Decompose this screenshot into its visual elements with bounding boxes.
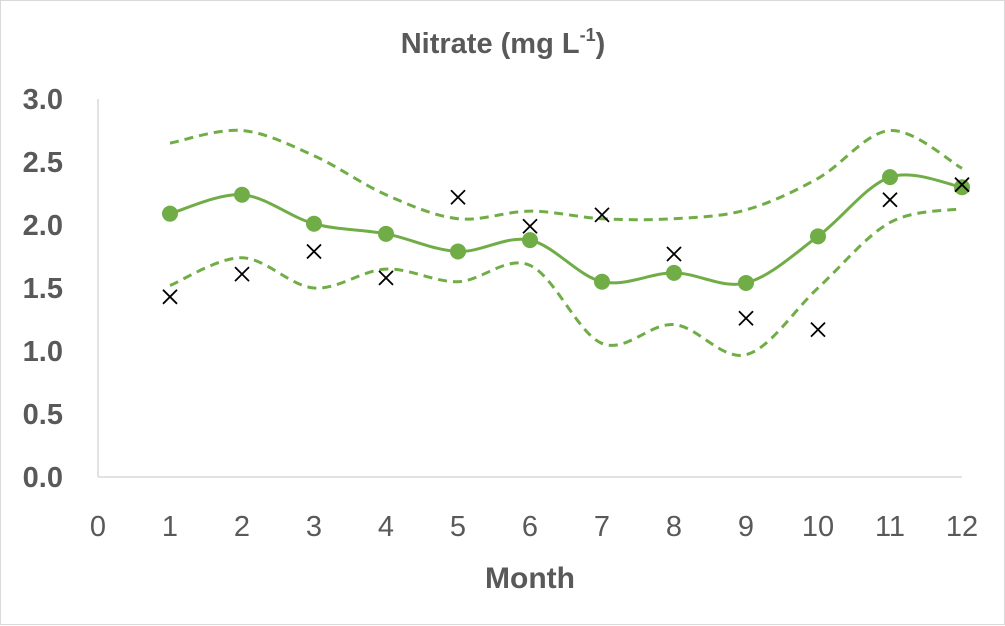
data-point [954, 179, 970, 196]
x-tick-label: 7 [594, 511, 610, 543]
data-point [522, 232, 538, 249]
observed-marker [738, 310, 754, 326]
data-point [666, 264, 682, 281]
data-point [882, 169, 898, 186]
observed-marker [666, 246, 682, 262]
observed-marker [306, 243, 322, 260]
chart-title-main: Nitrate (mg L [401, 28, 580, 60]
y-tick-label: 3.0 [23, 84, 63, 116]
y-tick-label: 1.5 [23, 273, 63, 305]
chart-title: Nitrate (mg L-1) [401, 25, 606, 60]
x-axis-ticks: 0 1 2 3 4 5 6 7 8 9 10 11 12 [90, 511, 978, 543]
data-point [594, 273, 610, 290]
chart-title-suffix: ) [596, 28, 606, 60]
x-tick-label: 4 [378, 511, 394, 543]
series-mean [162, 169, 970, 291]
series-lower-bound [169, 207, 963, 357]
observed-marker [594, 207, 610, 223]
data-point [378, 225, 394, 242]
observed-marker [882, 192, 898, 208]
observed-marker [522, 218, 538, 234]
data-point [738, 274, 754, 291]
series [162, 128, 970, 357]
x-tick-label: 10 [802, 511, 834, 543]
series-line [169, 207, 963, 357]
data-point [234, 186, 250, 203]
data-point [450, 243, 466, 260]
axes [97, 99, 962, 478]
y-tick-label: 2.0 [23, 210, 63, 242]
observed-marker [954, 177, 970, 193]
observed-marker [378, 270, 394, 286]
observed-marker [810, 321, 826, 338]
x-tick-label: 5 [450, 511, 466, 543]
x-tick-label: 2 [234, 511, 250, 543]
observed-marker [450, 189, 466, 205]
y-axis-ticks: 0.0 0.5 1.0 1.5 2.0 2.5 3.0 [23, 84, 63, 494]
x-tick-label: 12 [946, 511, 978, 543]
x-tick-label: 6 [522, 511, 538, 543]
x-tick-label: 0 [90, 511, 106, 543]
data-point [162, 205, 178, 222]
x-tick-label: 8 [666, 511, 682, 543]
series-line [169, 128, 963, 222]
observed-marker [234, 266, 250, 282]
series-upper-bound [169, 128, 963, 222]
series-observed [162, 177, 970, 338]
observed-marker [162, 289, 178, 305]
data-point [810, 228, 826, 245]
series-line [169, 173, 963, 286]
y-tick-label: 0.5 [23, 399, 63, 431]
x-tick-label: 9 [738, 511, 754, 543]
y-tick-label: 0.0 [23, 462, 63, 494]
x-tick-label: 3 [306, 511, 322, 543]
x-tick-label: 1 [162, 511, 178, 543]
x-axis-title: Month [485, 562, 575, 595]
x-tick-label: 11 [875, 511, 905, 543]
y-tick-label: 2.5 [23, 147, 63, 179]
chart-title-superscript: -1 [580, 25, 596, 45]
data-point [306, 215, 322, 232]
y-tick-label: 1.0 [23, 336, 63, 368]
